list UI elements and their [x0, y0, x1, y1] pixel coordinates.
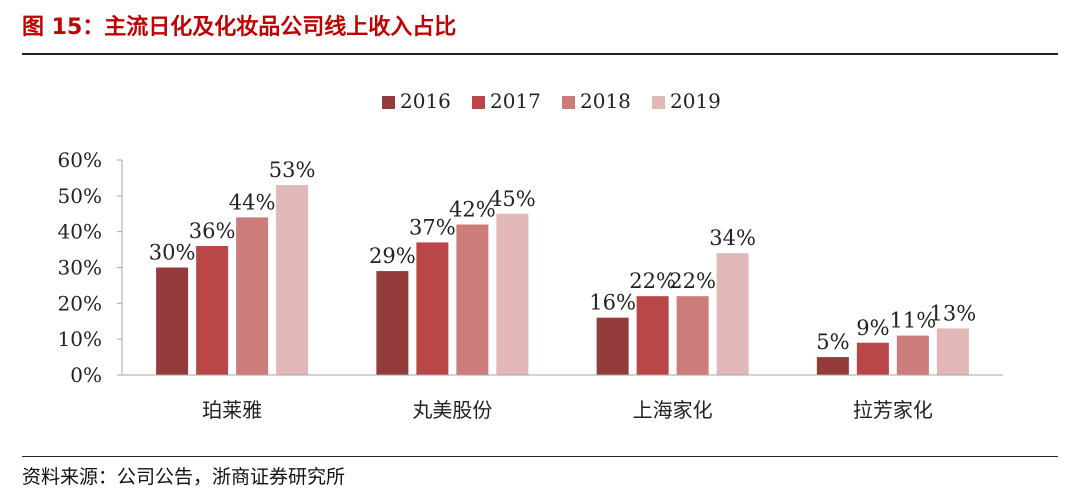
data-label: 44%: [229, 190, 276, 214]
legend-swatch: [472, 96, 485, 109]
source-divider: [22, 456, 1058, 457]
bar-2019: [716, 253, 749, 375]
bar-2016: [596, 317, 629, 375]
y-tick-label: 10%: [58, 327, 102, 351]
legend-swatch: [382, 96, 395, 109]
y-tick-label: 40%: [58, 220, 102, 244]
bar-2019: [496, 213, 529, 375]
bar-chart: 2016 2017 2018 2019 0% 10% 20% 30% 40% 50% 60% 30…: [58, 89, 1003, 422]
bar-2017: [196, 246, 229, 375]
data-label: 5%: [816, 330, 849, 354]
data-label: 9%: [856, 316, 889, 340]
data-label: 53%: [269, 158, 316, 182]
data-label: 34%: [709, 226, 756, 250]
y-tick-label: 20%: [58, 291, 102, 315]
bars: [156, 185, 969, 375]
bar-2016: [156, 267, 189, 375]
title-divider: [22, 53, 1058, 55]
bar-2017: [416, 242, 449, 375]
legend-swatch: [652, 96, 665, 109]
data-label: 11%: [890, 309, 937, 333]
x-tick-label: 珀莱雅: [202, 398, 262, 422]
data-label: 22%: [629, 269, 676, 293]
data-label: 13%: [930, 301, 977, 325]
y-tick-label: 60%: [58, 148, 102, 172]
bar-2016: [376, 271, 409, 375]
chart-legend: 2016 2017 2018 2019: [382, 89, 721, 113]
bar-2019: [936, 328, 969, 375]
x-tick-label: 丸美股份: [412, 398, 492, 422]
data-label: 22%: [669, 269, 716, 293]
x-tick-label: 拉芳家化: [853, 398, 933, 422]
x-tick-label: 上海家化: [633, 398, 713, 422]
bar-2017: [856, 342, 889, 375]
y-axis: 0% 10% 20% 30% 40% 50% 60%: [58, 148, 123, 387]
legend-label: 2019: [670, 89, 721, 113]
source-note: 资料来源：公司公告，浙商证券研究所: [22, 466, 346, 488]
x-axis: 珀莱雅 丸美股份 上海家化 拉芳家化: [122, 374, 1003, 422]
legend-label: 2016: [400, 89, 451, 113]
legend-label: 2018: [580, 89, 631, 113]
legend-swatch: [562, 96, 575, 109]
bar-2018: [236, 217, 269, 375]
y-tick-label: 50%: [58, 184, 102, 208]
legend-label: 2017: [490, 89, 541, 113]
y-tick-label: 0%: [70, 363, 102, 387]
data-label: 42%: [449, 198, 496, 222]
bar-2019: [276, 185, 309, 375]
bar-2018: [456, 224, 489, 375]
data-label: 29%: [369, 244, 416, 268]
data-label: 16%: [589, 291, 636, 315]
data-label: 37%: [409, 215, 456, 239]
bar-2018: [896, 335, 929, 375]
bar-2018: [676, 296, 709, 375]
data-label: 30%: [149, 241, 196, 265]
data-labels: 30%36%44%53%29%37%42%45%16%22%22%34%5%9%…: [149, 158, 976, 354]
bar-2016: [816, 357, 849, 375]
data-label: 45%: [489, 187, 536, 211]
figure-title: 图 15：主流日化及化妆品公司线上收入占比: [22, 15, 457, 40]
data-label: 36%: [189, 219, 236, 243]
bar-2017: [636, 296, 669, 375]
y-tick-label: 30%: [58, 256, 102, 280]
